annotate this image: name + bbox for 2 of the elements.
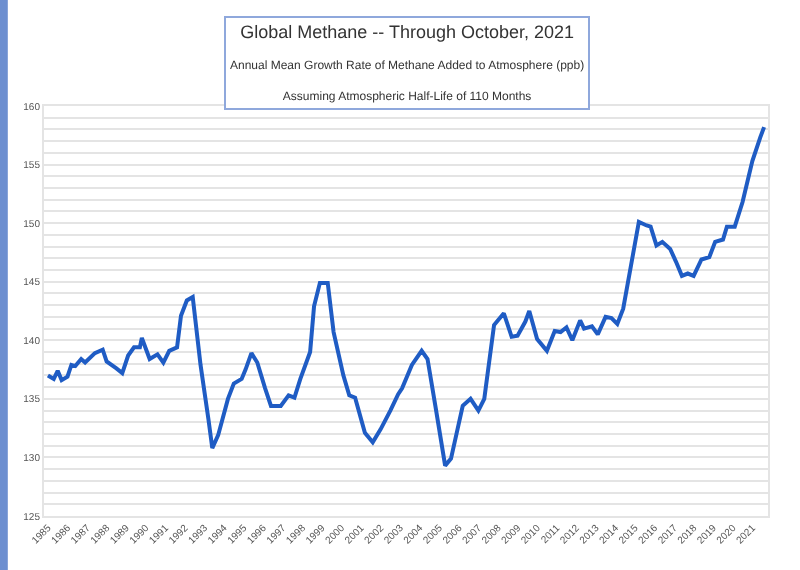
chart-title: Global Methane -- Through October, 2021	[240, 22, 575, 42]
line-series	[45, 125, 767, 468]
